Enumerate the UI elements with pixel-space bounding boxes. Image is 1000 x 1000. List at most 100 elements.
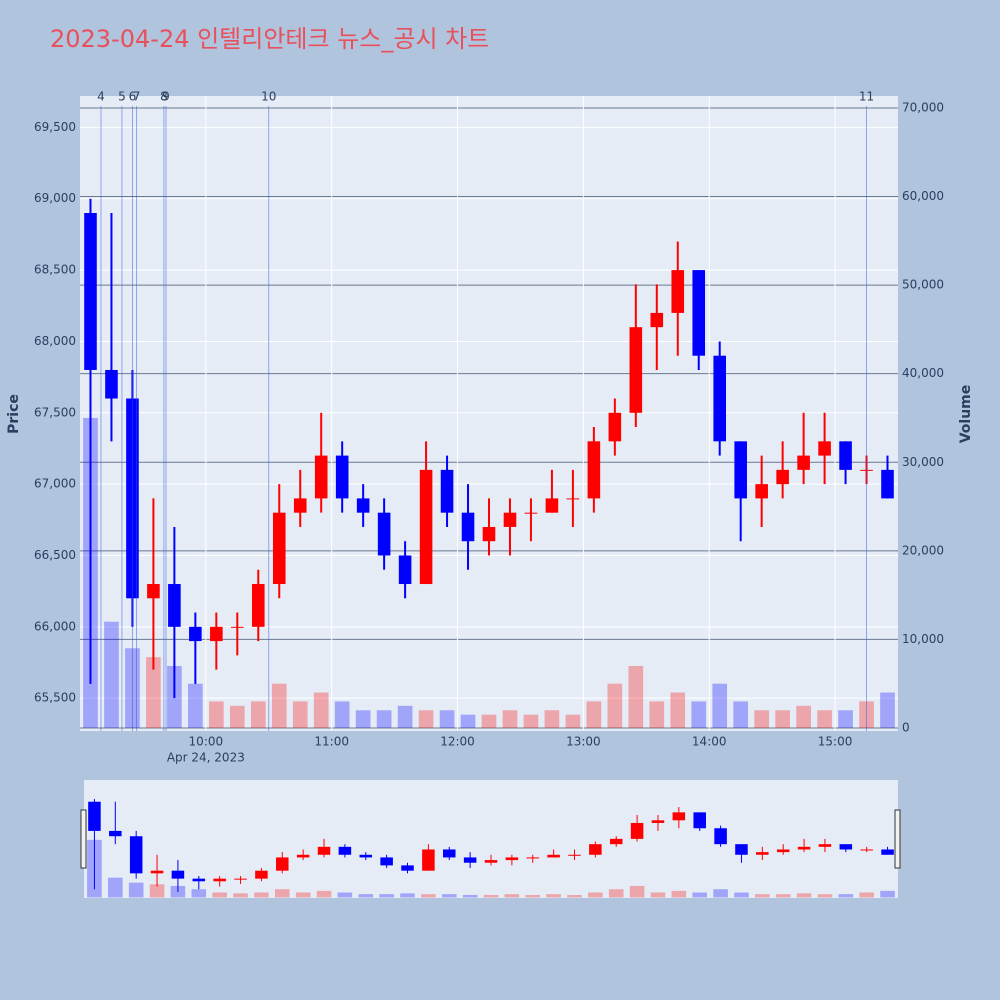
news-label: 8 [160, 90, 168, 104]
x-tick-sublabel: Apr 24, 2023 [167, 751, 245, 765]
y2-tick-label: 30,000 [902, 455, 944, 469]
mini-candle-body [276, 857, 289, 871]
y2-tick-label: 10,000 [902, 632, 944, 646]
news-label: 4 [97, 90, 105, 104]
mini-candle-body [401, 865, 414, 871]
mini-candle-body [568, 854, 581, 856]
mini-candle-body [359, 854, 373, 858]
candle-body [545, 498, 559, 513]
mini-candle-body [630, 822, 644, 839]
volume-bar [188, 683, 203, 728]
y2-tick-label: 60,000 [902, 189, 944, 203]
volume-bar [649, 701, 665, 728]
candle-body [168, 584, 181, 627]
y2-tick-label: 0 [902, 720, 910, 734]
y-tick-label: 68,000 [34, 334, 76, 348]
mini-volume-bar [838, 894, 854, 898]
volume-bar [355, 710, 371, 728]
mini-candle-body [756, 852, 769, 855]
mini-volume-bar [295, 892, 311, 898]
mini-volume-bar [233, 893, 248, 898]
candle-body [398, 555, 412, 585]
mini-volume-bar [713, 889, 728, 898]
mini-candle-body [881, 849, 894, 855]
mini-volume-bar [441, 894, 457, 898]
mini-volume-bar [775, 894, 791, 898]
news-label: 7 [133, 90, 141, 104]
mini-candle-body [255, 870, 268, 879]
mini-volume-bar [525, 894, 541, 898]
volume-bar [460, 714, 476, 728]
x-tick-label: 12:00 [440, 735, 475, 749]
candle-body [839, 441, 852, 470]
volume-bar [313, 692, 329, 728]
candle-body [377, 512, 391, 556]
mini-candle-body [213, 878, 226, 882]
candle-body [293, 498, 307, 513]
mini-volume-bar [316, 890, 332, 898]
volume-bar [712, 683, 728, 728]
candle-body [818, 441, 831, 456]
news-label: 11 [859, 90, 874, 104]
mini-candle-body [234, 878, 247, 880]
mini-volume-bar [462, 894, 478, 898]
candle-body [105, 369, 118, 399]
mini-volume-bar [400, 893, 415, 898]
candle-body [629, 327, 643, 413]
mini-volume-bar [254, 892, 269, 898]
candle-body [587, 441, 601, 499]
volume-bar [796, 705, 811, 728]
mini-volume-bar [108, 877, 123, 898]
mini-candle-body [88, 801, 101, 831]
range-slider[interactable] [84, 780, 898, 898]
mini-volume-bar [128, 882, 144, 898]
mini-candle-body [422, 849, 435, 871]
mini-volume-bar [504, 894, 520, 898]
range-handle[interactable] [894, 809, 901, 869]
mini-volume-bar [588, 892, 603, 898]
volume-bar [418, 710, 434, 728]
mini-candle-body [693, 812, 706, 829]
volume-bar [733, 701, 749, 728]
candle-body [84, 213, 97, 370]
news-label: 9 [162, 90, 170, 104]
candle-body [797, 455, 810, 470]
mini-volume-bar [567, 894, 582, 898]
volume-bar [334, 701, 350, 728]
candle-body [713, 355, 727, 442]
y2-axis-title: Volume [958, 385, 974, 444]
volume-bar [775, 710, 790, 728]
candle-body [461, 512, 475, 542]
mini-volume-bar [692, 892, 708, 898]
candle-body [314, 455, 328, 499]
candle-body [440, 469, 454, 513]
candle-body [881, 469, 894, 499]
mini-volume-bar [149, 884, 165, 898]
chart-title: 2023-04-24 인텔리안테크 뉴스_공시 차트 [50, 25, 489, 53]
range-handle[interactable] [80, 809, 87, 869]
volume-bar [607, 683, 623, 728]
mini-volume-bar [608, 889, 624, 898]
volume-bar [481, 714, 497, 728]
mini-candle-body [317, 846, 331, 855]
mini-volume-bar [859, 892, 874, 898]
mini-candle-body [484, 860, 498, 863]
volume-bar [146, 657, 161, 728]
candle-body [482, 526, 496, 542]
x-tick-label: 11:00 [314, 735, 349, 749]
mini-candle-body [192, 878, 206, 882]
mini-candle-body [296, 854, 310, 858]
mini-candle-body [463, 857, 477, 863]
volume-bar [586, 701, 602, 728]
mini-volume-bar [358, 894, 374, 898]
mini-candle-body [797, 846, 811, 850]
volume-bar [754, 710, 770, 728]
mini-volume-bar [650, 892, 666, 898]
y-tick-label: 69,000 [34, 191, 76, 205]
volume-bar [691, 701, 707, 728]
volume-bar [229, 705, 245, 728]
mini-volume-bar [755, 894, 770, 898]
volume-bar [670, 692, 686, 728]
mini-volume-bar [734, 892, 749, 898]
candle-body [734, 441, 747, 499]
